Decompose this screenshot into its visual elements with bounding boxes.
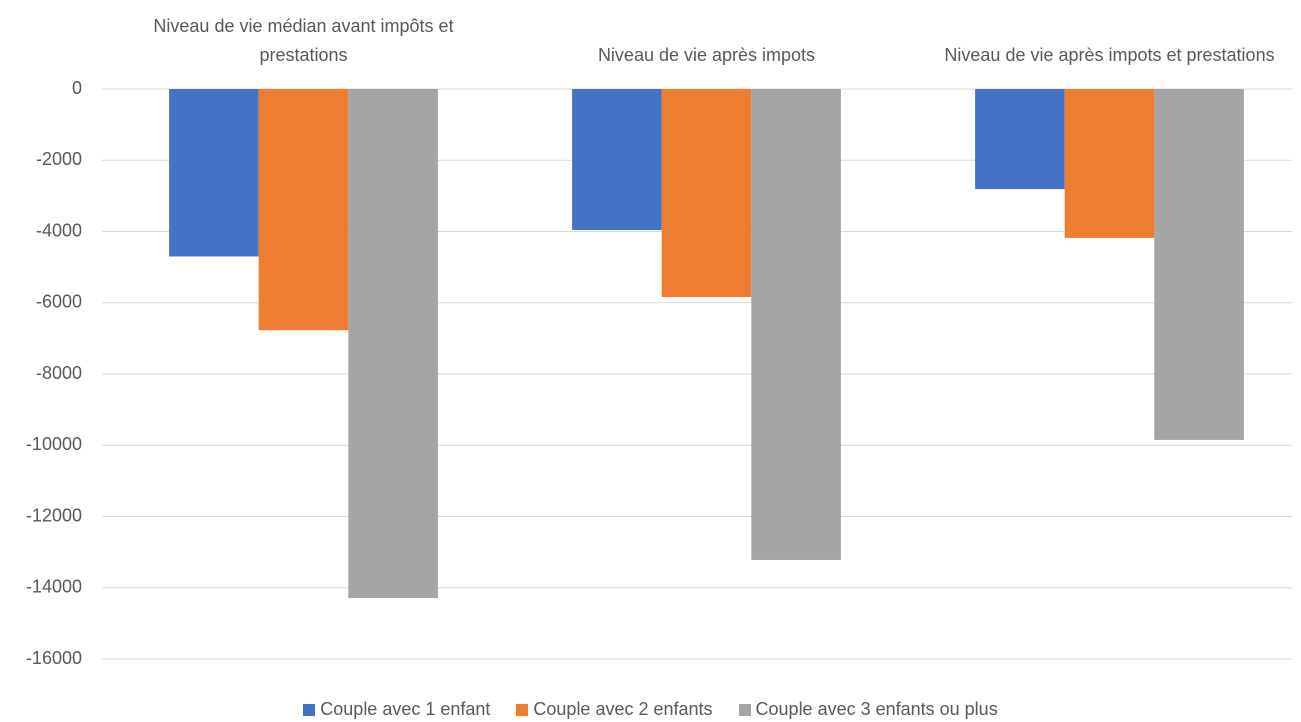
- bar: [348, 89, 438, 599]
- category-label: Niveau de vie après impots et prestation…: [944, 45, 1275, 65]
- category-label: Niveau de vie après impots: [597, 45, 816, 65]
- bar: [975, 89, 1065, 190]
- y-tick-label: -12000: [26, 505, 82, 525]
- y-tick-label: -10000: [26, 434, 82, 454]
- legend-item: Couple avec 3 enfants ou plus: [738, 699, 998, 720]
- y-tick-label: -2000: [36, 149, 82, 169]
- bar: [751, 89, 841, 560]
- bar: [1064, 89, 1155, 238]
- y-tick-label: -8000: [36, 363, 82, 383]
- bar: [661, 89, 752, 298]
- legend-label: Couple avec 3 enfants ou plus: [755, 699, 998, 719]
- bar: [572, 89, 662, 231]
- legend-label: Couple avec 1 enfant: [320, 699, 491, 719]
- legend-swatch: [303, 703, 316, 716]
- legend-item: Couple avec 2 enfants: [516, 699, 713, 720]
- legend-item: Couple avec 1 enfant: [303, 699, 490, 720]
- legend-swatch: [516, 703, 529, 716]
- y-tick-label: 0: [72, 78, 82, 98]
- bar: [1154, 89, 1244, 440]
- category-label: Niveau de vie médian avant impôts et pre…: [153, 16, 454, 65]
- y-tick-label: -4000: [36, 220, 82, 240]
- legend-swatch: [738, 703, 751, 716]
- legend-label: Couple avec 2 enfants: [533, 699, 713, 719]
- y-tick-label: -6000: [36, 292, 82, 312]
- y-tick-label: -14000: [26, 577, 82, 597]
- bar: [258, 89, 349, 331]
- legend: Couple avec 1 enfant Couple avec 2 enfant…: [0, 699, 1301, 720]
- y-tick-label: -16000: [26, 648, 82, 668]
- bar: [169, 89, 259, 257]
